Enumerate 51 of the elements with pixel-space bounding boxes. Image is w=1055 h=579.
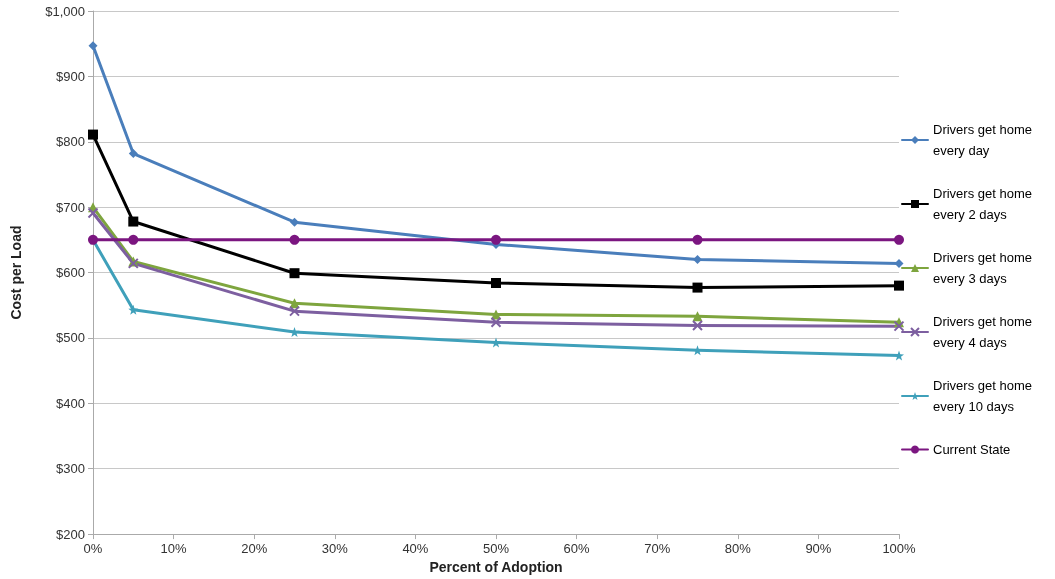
x-tick-label: 0% [83, 541, 103, 557]
x-axis-title: Percent of Adoption [429, 559, 563, 575]
point [88, 129, 98, 140]
point [128, 216, 139, 227]
y-tick-label: $900 [56, 68, 85, 84]
point [289, 268, 300, 279]
x-tick-label: 30% [321, 541, 349, 557]
point [692, 311, 703, 322]
point [290, 217, 299, 227]
point [128, 234, 139, 245]
y-tick-label: $500 [56, 330, 85, 346]
y-tick-label: $400 [56, 395, 85, 411]
x-tick-label: 10% [160, 541, 188, 557]
legend-label: Drivers get home every 4 days [933, 314, 1036, 350]
point [491, 278, 501, 289]
x-tick-label: 50% [482, 541, 510, 557]
y-axis-title: Cost per Load [8, 225, 24, 320]
legend-label: Drivers get home every 10 days [933, 378, 1036, 414]
y-tick-label: $600 [56, 265, 85, 281]
point [692, 320, 703, 332]
point [289, 305, 300, 317]
point [692, 282, 703, 293]
point [88, 41, 98, 51]
y-tick-label: $1,000 [45, 3, 85, 19]
x-tick-label: 40% [402, 541, 429, 557]
point [289, 234, 300, 245]
point [490, 316, 502, 328]
x-tick-label: 20% [241, 541, 268, 557]
point [894, 234, 904, 245]
point [87, 207, 99, 219]
point [128, 304, 139, 315]
point [894, 258, 904, 268]
legend-label: Current State [933, 442, 1011, 457]
legend-label: Drivers get home every 2 days [933, 186, 1036, 222]
y-tick-label: $300 [56, 461, 85, 477]
x-tick-label: 70% [644, 541, 671, 557]
point [894, 280, 904, 291]
point [491, 234, 501, 245]
point [692, 234, 703, 245]
legend-label: Drivers get home every day [933, 122, 1036, 158]
x-tick-label: 60% [563, 541, 591, 557]
y-tick-label: $800 [56, 134, 85, 150]
legend-label: Drivers get home every 3 days [933, 250, 1036, 286]
x-tick-label: 100% [882, 541, 917, 557]
x-tick-label: 80% [724, 541, 752, 557]
x-tick-label: 90% [805, 541, 832, 557]
point [693, 254, 702, 264]
y-tick-label: $700 [56, 199, 85, 215]
y-tick-label: $200 [56, 526, 85, 542]
point [893, 320, 905, 332]
point [128, 149, 138, 159]
